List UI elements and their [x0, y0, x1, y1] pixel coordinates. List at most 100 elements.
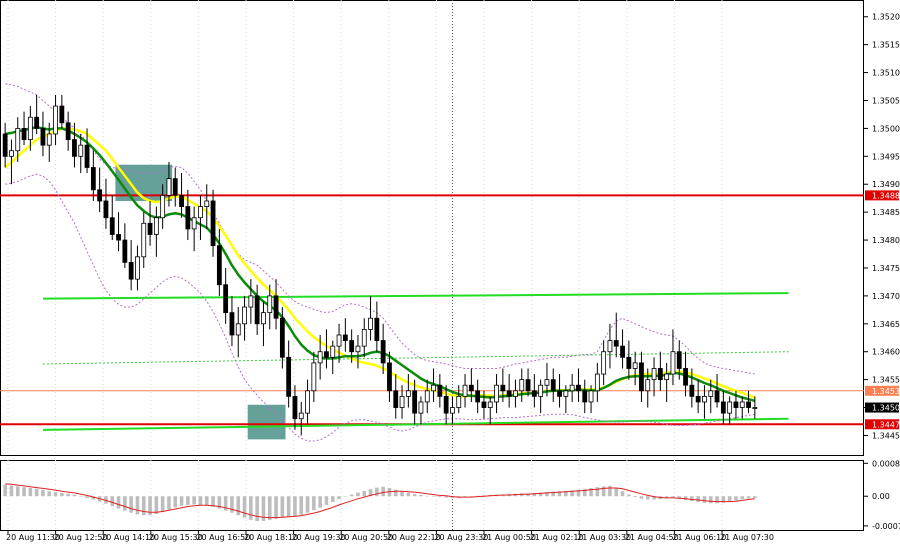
macd-histogram-bar: [690, 496, 694, 502]
macd-histogram-bar: [425, 495, 430, 497]
candle-body: [65, 122, 71, 140]
y-tick-label: 1.3460: [872, 348, 900, 357]
macd-histogram-bar: [727, 496, 732, 502]
candle-body: [450, 407, 455, 414]
macd-histogram-bar: [349, 494, 354, 497]
candle-body: [405, 390, 411, 397]
candle-body: [78, 144, 84, 157]
candle-body: [46, 133, 52, 146]
candle-body: [475, 390, 481, 403]
candle-body: [412, 390, 418, 414]
macd-histogram-bar: [746, 496, 751, 499]
macd-histogram-bar: [639, 496, 644, 499]
candle-body: [657, 368, 663, 381]
candle-body: [569, 384, 575, 392]
macd-histogram-bar: [9, 485, 14, 497]
candle-body: [198, 206, 203, 219]
macd-histogram-bar: [91, 496, 96, 500]
y-tick-label: 1.3475: [872, 264, 900, 273]
candle-body: [279, 317, 285, 358]
candle-body: [714, 390, 720, 403]
macd-histogram-bar: [318, 496, 322, 508]
macd-histogram-bar: [242, 496, 247, 518]
candle-body: [34, 116, 40, 129]
candle-body: [393, 390, 399, 408]
candle-body: [298, 412, 304, 420]
macd-histogram-bar: [148, 496, 152, 516]
candle-body: [387, 362, 392, 392]
macd-histogram-bar: [381, 486, 385, 497]
candle-body: [424, 390, 430, 403]
macd-histogram-bar: [614, 488, 619, 497]
x-tick-label: 20 Aug 11:30: [6, 533, 60, 542]
candle-body: [739, 401, 745, 408]
macd-histogram-bar: [677, 496, 682, 499]
macd-histogram-bar: [154, 496, 159, 514]
candle-body: [651, 368, 657, 381]
candle-body: [254, 295, 260, 325]
macd-histogram-bar: [41, 490, 45, 497]
y-tick-label: 1.3510: [872, 69, 900, 78]
macd-histogram-bar: [330, 496, 335, 502]
candle-body: [135, 256, 140, 280]
candle-body: [90, 167, 96, 191]
macd-histogram-bar: [419, 495, 423, 497]
x-tick-label: 20 Aug 16:50: [196, 533, 250, 542]
candle-body: [519, 379, 525, 392]
macd-histogram-bar: [167, 496, 171, 510]
x-tick-label: 20 Aug 20:50: [339, 533, 393, 542]
macd-histogram-bar: [362, 490, 367, 497]
y-tick-label: 1.3445: [872, 431, 900, 440]
macd-histogram-bar: [734, 496, 738, 501]
candle-body: [210, 200, 216, 247]
macd-histogram-bar: [249, 496, 253, 520]
macd-histogram-bar: [538, 492, 543, 497]
macd-histogram-bar: [305, 496, 310, 513]
macd-histogram-bar: [664, 496, 669, 499]
x-tick-label: 20 Aug 22:10: [387, 533, 441, 542]
macd-histogram-bar: [576, 489, 581, 497]
macd-histogram-bar: [66, 493, 70, 497]
macd-histogram-bar: [438, 496, 442, 498]
macd-histogram-bar: [186, 496, 190, 505]
candle-body: [330, 345, 336, 358]
macd-histogram-bar: [236, 496, 241, 516]
candle-body: [116, 234, 121, 241]
sma-green: [4, 126, 756, 403]
candle-body: [59, 105, 65, 124]
macd-histogram-bar: [286, 496, 291, 517]
macd-histogram-bar: [324, 496, 329, 505]
macd-histogram-bar: [431, 496, 436, 497]
candle-body: [645, 379, 651, 392]
candle-body: [342, 334, 348, 341]
level-label: 1.3488: [872, 191, 900, 200]
candle-body: [487, 401, 493, 408]
y-tick-label: 1.3505: [872, 96, 900, 105]
candle-body: [695, 395, 701, 403]
macd-histogram-bar: [47, 491, 52, 497]
x-tick-label: 20 Aug 14:10: [101, 533, 155, 542]
macd-histogram-bar: [3, 484, 7, 497]
level-badge: [865, 419, 899, 430]
candle-body: [147, 222, 153, 235]
macd-histogram-bar: [110, 496, 115, 507]
candle-body: [594, 373, 600, 392]
macd-histogram-bar: [255, 496, 259, 521]
candle-body: [664, 373, 670, 381]
macd-y-tick-label: -0.00072: [872, 522, 900, 531]
candle-body: [21, 128, 27, 140]
candle-body: [670, 351, 676, 375]
current-price-label: 1.3450: [872, 404, 900, 413]
macd-histogram-bar: [595, 487, 600, 497]
candle-body: [311, 362, 317, 392]
candle-body: [336, 334, 342, 347]
candle-body: [84, 144, 90, 168]
candle-body: [733, 401, 739, 408]
candle-body: [683, 368, 688, 386]
macd-histogram-bar: [135, 496, 140, 515]
macd-histogram-bar: [343, 496, 348, 497]
candle-body: [204, 200, 210, 207]
candle-body: [97, 189, 103, 202]
